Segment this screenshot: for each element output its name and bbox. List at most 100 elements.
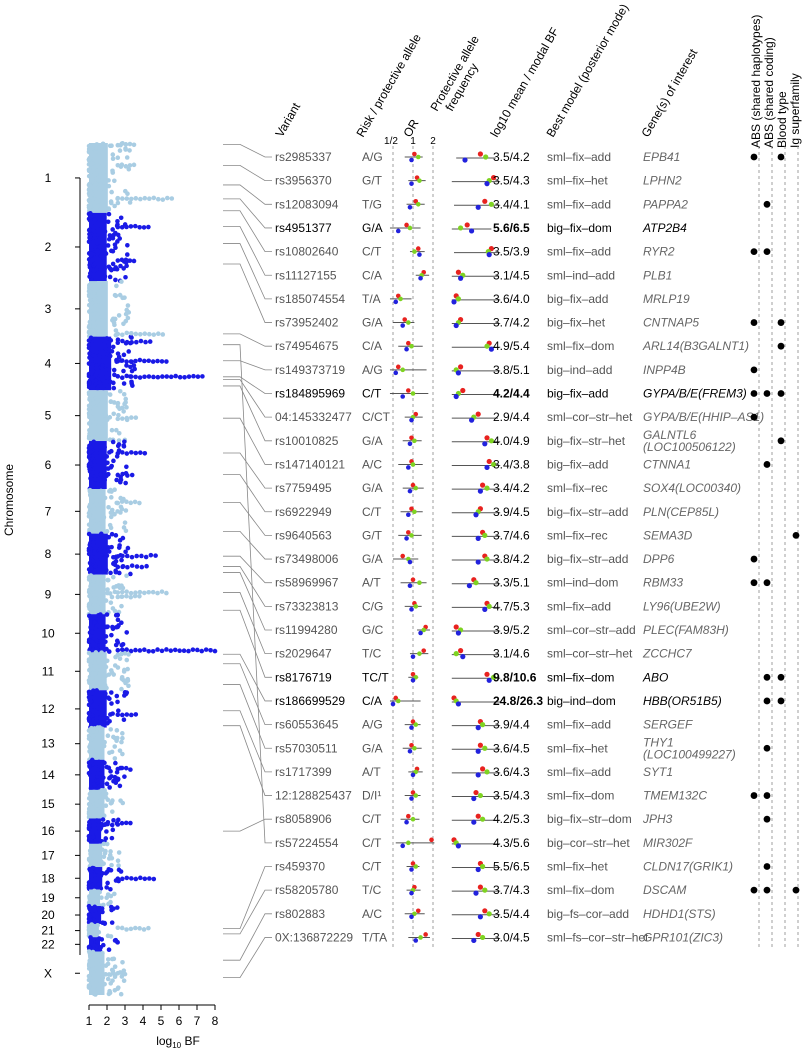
freq-marker [491, 461, 497, 468]
data-point [117, 783, 123, 789]
data-point [94, 169, 100, 174]
data-point [108, 668, 114, 673]
peak-point [141, 225, 147, 230]
data-point [109, 427, 115, 433]
data-point [86, 602, 92, 608]
peak-point [137, 357, 143, 363]
data-point [96, 882, 101, 887]
freq-marker [455, 843, 461, 849]
model-name: sml–cor–str–het [547, 410, 633, 424]
peak-point [186, 374, 192, 379]
or-marker [410, 462, 416, 467]
data-point [88, 699, 93, 704]
x-title-main: log [156, 1034, 172, 1048]
peak-point [115, 822, 121, 827]
data-point [105, 880, 110, 886]
peak-point [132, 593, 138, 599]
data-point [105, 624, 110, 629]
peak-point [138, 331, 143, 337]
data-point [102, 179, 107, 185]
data-point [89, 161, 95, 167]
blood-dot [777, 390, 785, 397]
or-marker [406, 320, 411, 325]
data-point [86, 882, 92, 888]
guide-lines: 1/2 1 2 [384, 136, 799, 950]
data-point [93, 400, 99, 405]
data-point [94, 818, 100, 823]
data-point [98, 612, 103, 617]
or-marker [417, 651, 422, 656]
data-point [86, 531, 92, 537]
or-marker [410, 672, 416, 677]
abs-cod-dot [763, 390, 771, 397]
data-point [92, 288, 98, 293]
data-point [113, 642, 119, 648]
peak-point [123, 765, 129, 771]
table-rows: rs2985337 A/G 3.5/4.2 sml–fix–add EPB41 rs395… [275, 150, 800, 944]
data-point [93, 150, 98, 156]
freq-marker [475, 725, 481, 731]
data-point [115, 232, 121, 238]
peak-point [164, 647, 169, 652]
data-point [112, 756, 118, 761]
data-point [88, 785, 94, 791]
bf-value: 3.5/3.9 [493, 245, 530, 259]
data-point [105, 466, 111, 471]
data-point [105, 869, 110, 875]
data-point [99, 847, 105, 852]
data-point [86, 814, 92, 819]
data-point [96, 929, 102, 935]
data-point [102, 555, 108, 561]
data-point [92, 182, 98, 188]
or-marker [409, 725, 414, 730]
data-point [112, 744, 118, 749]
or-marker [400, 323, 406, 328]
data-point [100, 513, 106, 519]
peak-point [131, 258, 137, 264]
data-point [94, 204, 100, 210]
data-point [99, 248, 104, 254]
data-point [89, 251, 94, 257]
data-point [108, 868, 114, 873]
variant-id: rs3956370 [275, 174, 332, 188]
data-point [119, 675, 125, 680]
data-point [126, 683, 131, 689]
peak-point [124, 359, 129, 364]
or-marker [412, 249, 417, 254]
peak-point [131, 162, 137, 168]
data-point [113, 780, 119, 786]
data-point [87, 907, 93, 913]
or-marker [415, 202, 421, 207]
data-point [129, 368, 135, 374]
peak-point [124, 499, 129, 505]
bf-value: 3.7/4.2 [493, 316, 530, 330]
freq-marker [477, 792, 483, 799]
bf-value: 4.9/5.4 [493, 339, 530, 353]
data-point [86, 504, 92, 510]
peak-point [133, 415, 139, 420]
y-tick-label: 11 [42, 664, 55, 678]
gene-name: (LOC100499227) [643, 747, 736, 761]
bf-value: 3.6/4.3 [493, 765, 530, 779]
data-point [97, 450, 103, 456]
gene-name: MIR302F [643, 836, 693, 850]
freq-marker [484, 485, 490, 491]
data-point [90, 950, 96, 956]
data-point [94, 807, 100, 812]
freq-marker [486, 252, 492, 258]
data-point [115, 612, 121, 618]
column-headers: Variant Risk / protective allele OR Prot… [272, 1, 802, 148]
data-point [112, 891, 117, 897]
data-point [115, 617, 121, 623]
peak-point [142, 451, 148, 456]
y-tick-label: 7 [45, 504, 52, 518]
data-point [116, 545, 122, 550]
peak-point [124, 451, 130, 456]
peak-point [177, 648, 182, 654]
gene-name: CNTNAP5 [643, 316, 699, 330]
data-point [88, 662, 93, 668]
data-point [87, 894, 92, 899]
bf-value: 3.5/4.2 [493, 150, 530, 164]
bf-value: 3.5/4.3 [493, 174, 530, 188]
abs-cod-dot [763, 461, 771, 468]
